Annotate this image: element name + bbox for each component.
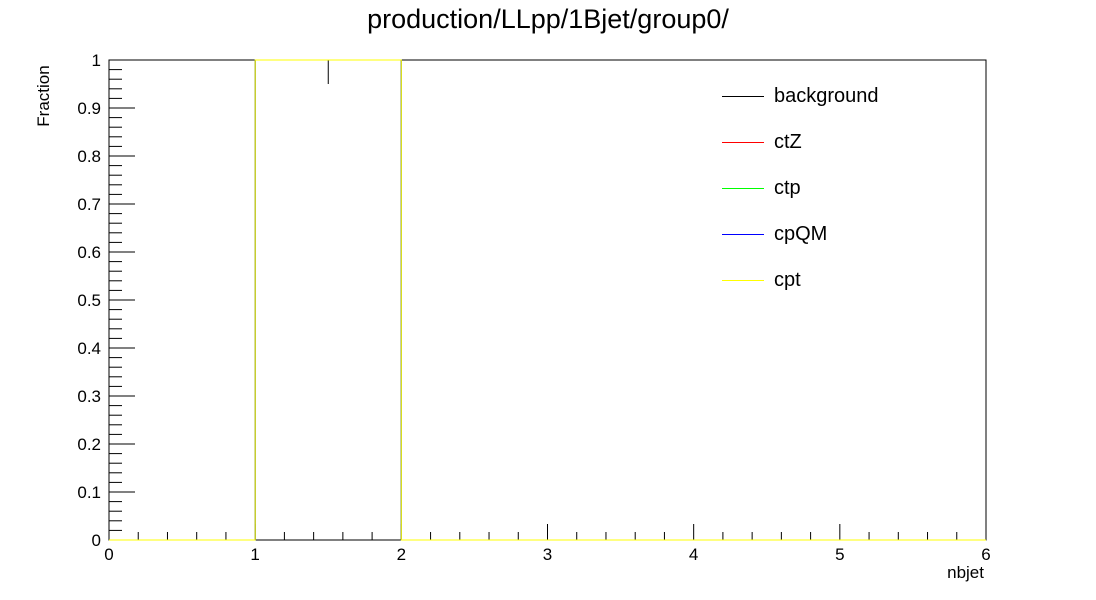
y-tick-label: 0.9	[77, 99, 101, 118]
y-tick-label: 0.7	[77, 195, 101, 214]
legend-item-ctp: ctp	[720, 166, 960, 212]
y-tick-label: 0.1	[77, 483, 101, 502]
legend-item-ctz: ctZ	[720, 120, 960, 166]
tick-labels: 0 0.1 0.2 0.3 0.4 0.5 0.6 0.7 0.8 0.9 1 0 1 2 3 4 5 6	[77, 51, 990, 564]
legend-label: cpQM	[774, 223, 828, 245]
legend-label: ctZ	[774, 131, 802, 153]
series-cpt-line	[109, 59, 986, 541]
x-axis-label: nbjet	[947, 563, 984, 582]
legend-swatch	[722, 280, 764, 281]
x-tick-label: 2	[397, 545, 406, 564]
x-tick-label: 1	[250, 545, 259, 564]
x-tick-label: 6	[981, 545, 990, 564]
legend-item-background: background	[720, 74, 960, 120]
legend-label: cpt	[774, 269, 801, 291]
x-tick-label: 3	[543, 545, 552, 564]
legend-swatch	[722, 234, 764, 235]
legend-swatch	[722, 142, 764, 143]
y-tick-label: 0.3	[77, 387, 101, 406]
y-tick-label: 0.8	[77, 147, 101, 166]
legend: background ctZ ctp cpQM cpt	[720, 74, 960, 304]
y-tick-label: 0.2	[77, 435, 101, 454]
legend-label: ctp	[774, 177, 801, 199]
x-tick-label: 0	[104, 545, 113, 564]
legend-label: background	[774, 85, 879, 107]
series-layer	[109, 59, 986, 541]
legend-item-cpt: cpt	[720, 258, 960, 304]
y-tick-label: 0.4	[77, 339, 101, 358]
y-tick-label: 0.6	[77, 243, 101, 262]
y-axis-label: Fraction	[34, 65, 53, 127]
y-tick-label: 1	[92, 51, 101, 70]
legend-swatch	[722, 96, 764, 97]
legend-swatch	[722, 188, 764, 189]
x-tick-label: 5	[835, 545, 844, 564]
chart-title: production/LLpp/1Bjet/group0/	[367, 4, 729, 34]
x-tick-label: 4	[689, 545, 698, 564]
y-tick-label: 0	[92, 531, 101, 550]
legend-item-cpqm: cpQM	[720, 212, 960, 258]
y-tick-label: 0.5	[77, 291, 101, 310]
